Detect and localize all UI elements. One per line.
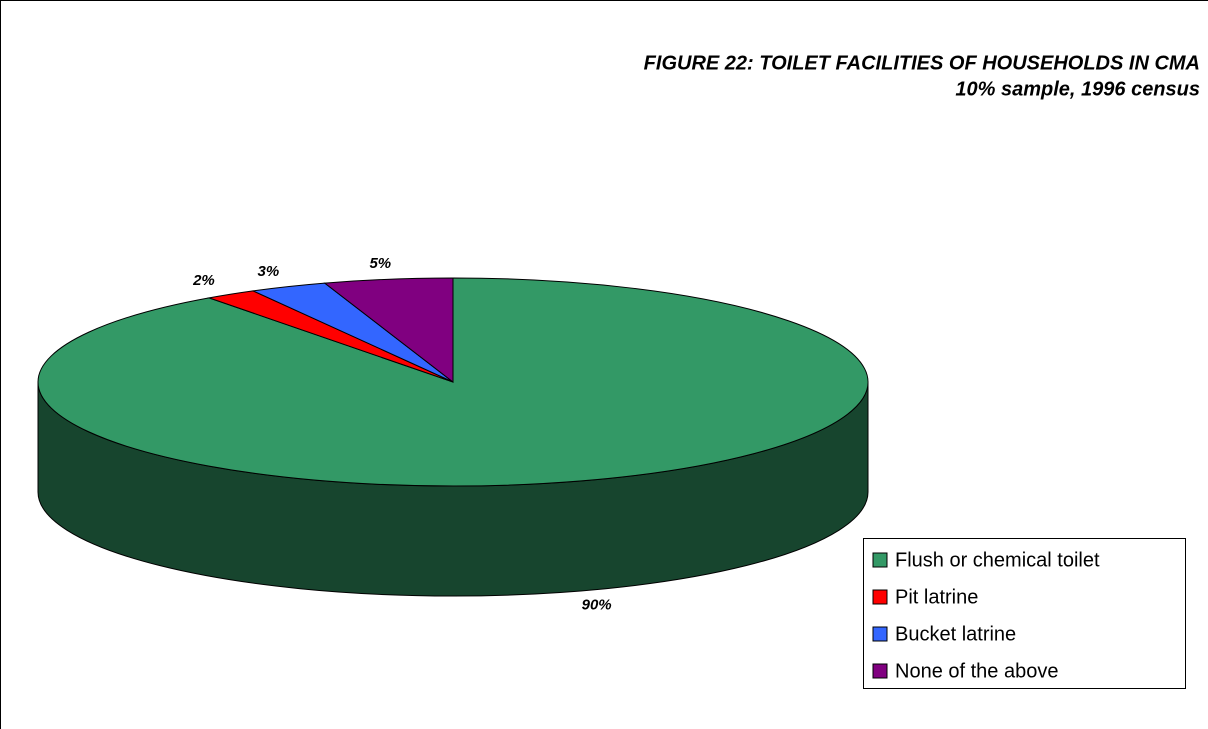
data-label: 2% [192, 272, 215, 289]
data-label: 5% [369, 255, 391, 272]
chart-title: FIGURE 22: TOILET FACILITIES OF HOUSEHOL… [644, 52, 1200, 74]
legend-swatch [872, 663, 888, 679]
data-label: 90% [582, 597, 612, 614]
legend-swatch [872, 589, 888, 605]
legend-swatch [872, 552, 888, 568]
legend-box [863, 538, 1186, 689]
chart-subtitle: 10% sample, 1996 census [955, 78, 1200, 100]
pie-slice [323, 277, 454, 384]
legend-label: None of the above [895, 660, 1058, 682]
data-label: 3% [258, 263, 280, 280]
legend-swatch [872, 626, 888, 642]
legend-label: Flush or chemical toilet [895, 549, 1100, 571]
legend-label: Bucket latrine [895, 623, 1016, 645]
legend-label: Pit latrine [895, 586, 978, 608]
